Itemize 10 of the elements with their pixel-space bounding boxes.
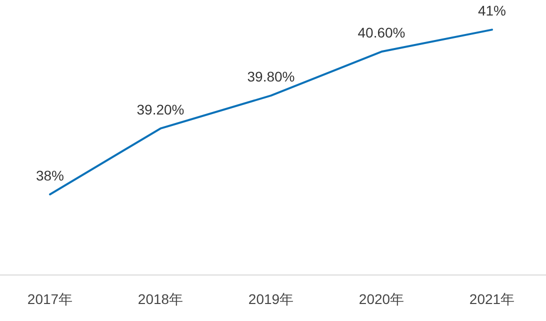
data-label: 40.60% bbox=[358, 24, 406, 41]
x-tick-label: 2021年 bbox=[469, 291, 515, 307]
data-label: 38% bbox=[36, 167, 64, 184]
x-tick-label: 2017年 bbox=[27, 291, 73, 307]
x-tick-label: 2020年 bbox=[358, 291, 404, 307]
data-label: 39.20% bbox=[136, 101, 184, 118]
data-label: 39.80% bbox=[247, 68, 295, 85]
data-label: 41% bbox=[478, 2, 506, 19]
x-tick-label: 2019年 bbox=[248, 291, 294, 307]
x-tick-label: 2018年 bbox=[138, 291, 184, 307]
